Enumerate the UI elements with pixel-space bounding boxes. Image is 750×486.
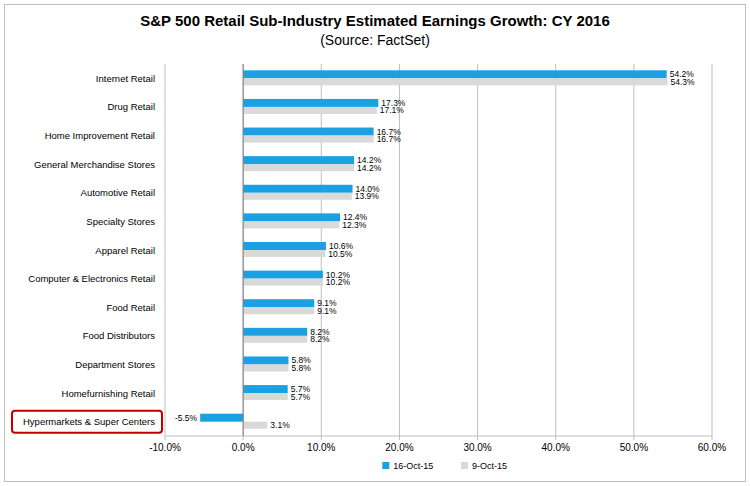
legend-swatch — [461, 462, 468, 469]
category-label: Specialty Stores — [86, 216, 155, 227]
legend-label: 9-Oct-15 — [472, 461, 507, 471]
bar — [243, 164, 354, 171]
background — [0, 0, 750, 486]
category-label: Apparel Retail — [95, 245, 155, 256]
data-label: 10.5% — [328, 249, 353, 259]
title: S&P 500 Retail Sub-Industry Estimated Ea… — [140, 12, 610, 29]
bar — [243, 185, 352, 193]
grid-line — [555, 64, 556, 436]
bar — [243, 242, 326, 250]
data-label: 17.1% — [380, 105, 405, 115]
tick-mark — [399, 436, 400, 440]
tick-mark — [712, 436, 713, 440]
grid-line — [243, 64, 244, 436]
tick-label: 40.0% — [542, 442, 570, 453]
chart: S&P 500 Retail Sub-Industry Estimated Ea… — [0, 0, 750, 486]
bar — [243, 78, 667, 85]
data-label: 14.2% — [357, 163, 382, 173]
tick-mark — [165, 436, 166, 440]
category-label: Department Stores — [75, 359, 155, 370]
category-label: Homefurnishing Retail — [62, 388, 155, 399]
bar — [243, 356, 288, 364]
bar — [243, 221, 339, 228]
tick-label: 30.0% — [463, 442, 491, 453]
data-label: 3.1% — [270, 420, 290, 430]
tick-label: 10.0% — [307, 442, 335, 453]
legend-label: 16-Oct-15 — [393, 461, 433, 471]
tick-mark — [477, 436, 478, 440]
data-label: 54.3% — [670, 77, 695, 87]
tick-label: 60.0% — [698, 442, 726, 453]
bar — [243, 136, 373, 143]
category-label: Internet Retail — [96, 73, 155, 84]
bars — [200, 70, 667, 428]
bar — [243, 271, 323, 279]
grid-line — [477, 64, 478, 436]
category-label: Food Distributors — [83, 330, 156, 341]
grid-line — [633, 64, 634, 436]
tick-mark — [321, 436, 322, 440]
bar — [243, 107, 377, 114]
bar — [243, 299, 314, 307]
bar — [243, 70, 667, 78]
category-label: Computer & Electronics Retail — [28, 273, 155, 284]
chart-border — [5, 5, 746, 482]
category-label: Home Improvement Retail — [45, 130, 155, 141]
data-label: 16.7% — [377, 134, 402, 144]
data-label: 8.2% — [310, 334, 330, 344]
bar — [243, 393, 288, 400]
tick-mark — [243, 436, 244, 440]
grid-line — [399, 64, 400, 436]
bar — [243, 156, 354, 164]
grid-line — [165, 64, 166, 436]
bar — [243, 385, 288, 393]
category-label: Hypermarkets & Super Centers — [23, 416, 155, 427]
x-axis-line — [165, 436, 712, 437]
bar — [243, 128, 373, 136]
data-label: 13.9% — [355, 191, 380, 201]
bar — [243, 307, 314, 314]
bar — [243, 250, 325, 257]
bar — [243, 193, 352, 200]
tick-label: 50.0% — [620, 442, 648, 453]
subtitle: (Source: FactSet) — [320, 32, 430, 48]
bar — [243, 99, 378, 107]
tick-label: 20.0% — [385, 442, 413, 453]
data-label: -5.5% — [175, 413, 198, 423]
tick-label: -10.0% — [149, 442, 181, 453]
data-label: 12.3% — [342, 220, 367, 230]
grid-line — [712, 64, 713, 436]
legend-swatch — [382, 462, 389, 469]
bar — [243, 279, 323, 286]
highlight-box — [12, 411, 162, 433]
data-label: 5.8% — [291, 363, 311, 373]
zero-line — [243, 64, 244, 436]
category-label: General Merchandise Stores — [34, 159, 155, 170]
tick-mark — [633, 436, 634, 440]
tick-label: 0.0% — [232, 442, 255, 453]
category-label: Food Retail — [106, 302, 155, 313]
tick-mark — [555, 436, 556, 440]
data-labels: 54.2%17.3%16.7%14.2%14.0%12.4%10.6%10.2%… — [175, 69, 695, 430]
legend: 16-Oct-15 9-Oct-15 — [382, 461, 507, 471]
bar — [200, 414, 243, 422]
bar — [243, 364, 288, 371]
bar — [243, 328, 307, 336]
bar — [243, 422, 267, 429]
data-label: 9.1% — [317, 306, 337, 316]
data-label: 5.7% — [291, 392, 311, 402]
data-label: 10.2% — [326, 277, 351, 287]
bar — [243, 336, 307, 343]
bar — [243, 213, 340, 221]
category-label: Drug Retail — [107, 101, 155, 112]
category-label: Automotive Retail — [81, 187, 155, 198]
